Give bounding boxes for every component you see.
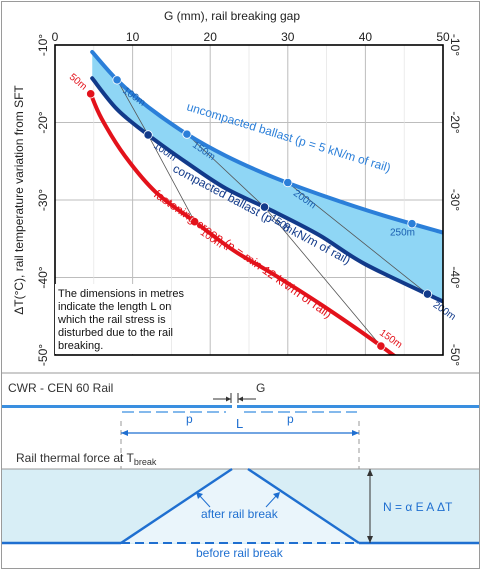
length-point — [259, 202, 270, 212]
after-leader-head-right — [273, 492, 280, 499]
length-point — [182, 129, 192, 139]
length-point — [376, 341, 386, 351]
series-line-1 — [90, 76, 443, 304]
annotation-line-5: breaking. — [58, 340, 103, 352]
x-tick-label: 10 — [126, 30, 140, 44]
axis-ticks: 0 10 20 30 40 50-10° -10°-20° -20°-30° -30°-40° -… — [36, 30, 462, 366]
l-arrowhead-right — [352, 430, 359, 436]
length-label: 50m — [67, 72, 89, 93]
after-break-label: after rail break — [201, 507, 279, 521]
length-point — [86, 89, 96, 99]
annotation-line-3: which the rail stress is — [57, 314, 166, 326]
y-tick-label-left: -40° — [36, 266, 50, 288]
y-tick-label-left: -50° — [36, 344, 50, 366]
annotation-box — [55, 284, 155, 354]
series-line-0 — [90, 50, 443, 235]
series-line-2 — [88, 91, 397, 355]
after-leader-head-left — [196, 492, 203, 499]
l-label: L — [236, 416, 243, 431]
n-arrowhead-bottom — [367, 536, 373, 543]
length-point — [283, 177, 293, 188]
thermal-title: Rail thermal force at Tbreak — [16, 451, 157, 467]
rail-gap — [232, 403, 237, 410]
length-point — [143, 130, 153, 140]
annotation-line-1: The dimensions in metres — [58, 288, 184, 300]
before-break-label: before rail break — [196, 546, 284, 560]
y-tick-label-right: -50° — [448, 344, 462, 366]
p-label-left: p — [186, 412, 193, 426]
x-tick-label: 50 — [436, 30, 450, 44]
gap-label: G — [256, 381, 265, 395]
n-arrowhead-top — [367, 469, 373, 476]
gap-arrowhead-right — [238, 396, 243, 402]
p-label-right: p — [287, 412, 294, 426]
rail-title: CWR - CEN 60 Rail — [8, 381, 113, 395]
after-leader-left — [198, 494, 211, 508]
after-break-line-left — [120, 468, 233, 544]
relief-area — [121, 469, 359, 543]
annotation-line-2: indicate the length L on — [58, 301, 171, 313]
length-point — [112, 75, 122, 85]
length-label: 250m — [390, 228, 415, 239]
x-tick-label: 40 — [359, 30, 373, 44]
rail-right — [237, 405, 479, 408]
x-tick-label: 30 — [281, 30, 295, 44]
after-leader-right — [265, 494, 278, 508]
annotation-text: The dimensions in metres indicate the le… — [57, 288, 187, 352]
y-tick-label-left: -20° — [36, 111, 50, 133]
annotation-line-4: disturbed due to the rail — [58, 327, 173, 339]
length-label: 200m — [431, 300, 458, 323]
y-tick-label-left: -30° — [36, 189, 50, 211]
length-point — [190, 217, 200, 227]
y-tick-label-right: -20° — [448, 111, 462, 133]
formula-label: N = α E A ΔT — [383, 500, 453, 514]
series-lines — [88, 50, 443, 355]
chart-title: G (mm), rail breaking gap — [164, 9, 300, 23]
x-tick-label: 20 — [204, 30, 218, 44]
gap-arrowhead-left — [226, 396, 231, 402]
y-tick-label-left: -10° — [36, 34, 50, 56]
length-point — [407, 219, 417, 229]
y-tick-label-right: -30° — [448, 189, 462, 211]
plot-border — [54, 44, 444, 356]
equal-length-line-200m — [287, 182, 428, 295]
after-break-line-right — [247, 468, 360, 544]
l-arrowhead-left — [121, 430, 128, 436]
y-axis-label: ΔT(°C), rail temperature variation from … — [12, 85, 26, 315]
x-tick-label: 0 — [52, 30, 59, 44]
y-tick-label-right: -10° — [448, 34, 462, 56]
length-point — [422, 289, 433, 299]
y-tick-label-right: -40° — [448, 266, 462, 288]
